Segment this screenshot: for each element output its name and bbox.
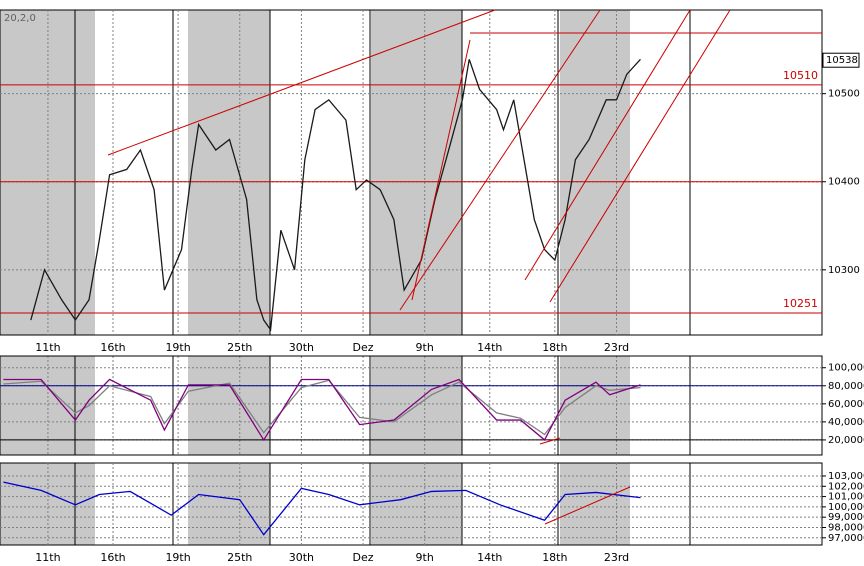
x-tick-label: 30th — [289, 551, 314, 564]
reference-label: 10510 — [783, 69, 818, 82]
x-tick-label: 16th — [100, 341, 125, 354]
trend-line — [399, 9, 601, 311]
x-tick-label: 9th — [416, 341, 434, 354]
x-tick-label: Dez — [353, 341, 374, 354]
x-tick-label: 25th — [227, 341, 252, 354]
y-tick-label: 10300 — [828, 265, 860, 276]
y-tick-label: 99,0000 — [828, 512, 864, 523]
x-tick-label: 18th — [542, 341, 567, 354]
y-tick-label: 97,0000 — [828, 533, 864, 544]
reference-label: 10251 — [783, 297, 818, 310]
trend-line — [544, 486, 631, 525]
week-band — [560, 10, 630, 335]
panel-frame — [0, 355, 823, 456]
last-value-label: 10538 — [826, 55, 858, 66]
y-tick-label: 103,0000 — [828, 471, 864, 482]
y-tick-label: 10400 — [828, 177, 860, 188]
week-bands — [0, 10, 691, 545]
week-band — [560, 356, 630, 455]
x-tick-label: 23rd — [604, 551, 629, 564]
y-tick-label: 40,0000 — [828, 417, 864, 428]
x-tick-label: 9th — [416, 551, 434, 564]
y-tick-label: 98,0000 — [828, 522, 864, 533]
x-tick-label: 14th — [477, 551, 502, 564]
week-band — [188, 356, 270, 455]
last-value-box — [822, 52, 860, 68]
trend-line — [107, 9, 496, 156]
panel-frame — [0, 9, 823, 336]
x-tick-label: 11th — [35, 551, 60, 564]
x-tick-label: 25th — [227, 551, 252, 564]
panel-frame — [0, 462, 823, 546]
x-tick-label: 18th — [542, 551, 567, 564]
y-tick-label: 100,0000 — [828, 502, 864, 513]
week-band — [371, 10, 462, 335]
y-tick-label: 101,0000 — [828, 492, 864, 503]
week-band — [0, 10, 95, 335]
x-tick-label: 19th — [165, 341, 190, 354]
week-band — [188, 463, 270, 545]
y-tick-label: 80,0000 — [828, 381, 864, 392]
x-tick-label: Dez — [353, 551, 374, 564]
y-tick-label: 100,0000 — [828, 363, 864, 374]
week-band — [188, 10, 270, 335]
x-tick-label: 30th — [289, 341, 314, 354]
x-tick-label: 14th — [477, 341, 502, 354]
indicator-params: 20,2,0 — [4, 13, 36, 24]
trend-line — [549, 9, 731, 303]
series-line — [3, 378, 641, 442]
x-tick-label: 19th — [165, 551, 190, 564]
x-tick-label: 11th — [35, 341, 60, 354]
x-tick-label: 16th — [100, 551, 125, 564]
y-tick-label: 20,0000 — [828, 435, 864, 446]
trend-line — [539, 437, 561, 445]
y-tick-label: 102,0000 — [828, 481, 864, 492]
trend-line — [411, 39, 471, 301]
chart-layer: 10300 10400 10500 11th 16th 19th 25th 30th Dez 9t… — [0, 9, 864, 564]
trend-line — [524, 9, 691, 281]
y-tick-label: 10500 — [828, 89, 860, 100]
series-line — [30, 58, 641, 332]
y-tick-label: 60,0000 — [828, 399, 864, 410]
x-tick-label: 23rd — [604, 341, 629, 354]
series-line — [3, 481, 641, 536]
week-band — [560, 463, 630, 545]
week-band — [371, 463, 462, 545]
